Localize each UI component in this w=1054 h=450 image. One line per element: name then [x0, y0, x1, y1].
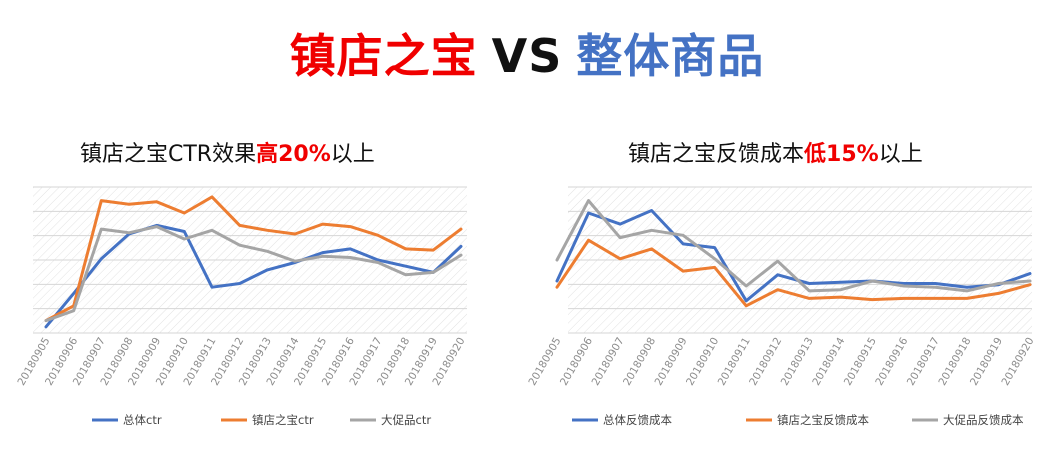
legend-label-cost-0: 总体反馈成本	[603, 413, 672, 427]
x-tick-label-cost: 20180920	[999, 336, 1036, 388]
chart-title-ctr-suffix: 以上	[330, 142, 375, 167]
series-line-ctr-2	[44, 225, 463, 323]
chart-title-ctr-prefix: 镇店之宝CTR效果	[80, 142, 257, 167]
chart-title-cost-prefix: 镇店之宝反馈成本	[628, 142, 805, 167]
headline-part1: 镇店之宝	[289, 29, 478, 83]
series-line-ctr-0	[44, 223, 463, 329]
series-line-cost-1	[555, 238, 1032, 308]
headline: 镇店之宝 VS 整体商品	[0, 20, 1054, 86]
legend-label-ctr-1: 镇店之宝ctr	[252, 413, 314, 427]
chart-title-cost-suffix: 以上	[878, 142, 923, 167]
chart-title-ctr-highlight: 高20%	[256, 142, 331, 167]
series-line-cost-2	[555, 199, 1032, 293]
series-line-ctr-1	[44, 195, 463, 323]
chart-title-cost-highlight: 低15%	[804, 142, 879, 167]
headline-vs: VS	[491, 29, 563, 83]
legend-label-cost-2: 大促品反馈成本	[943, 413, 1024, 427]
series-line-cost-0	[555, 209, 1032, 303]
headline-part3: 整体商品	[576, 29, 765, 83]
legend-label-ctr-0: 总体ctr	[123, 413, 162, 427]
legend-label-ctr-2: 大促品ctr	[381, 413, 431, 427]
chart-title-cost: 镇店之宝反馈成本低15%以上	[628, 136, 923, 168]
legend-label-cost-1: 镇店之宝反馈成本	[777, 413, 869, 427]
chart-title-ctr: 镇店之宝CTR效果高20%以上	[80, 136, 375, 168]
